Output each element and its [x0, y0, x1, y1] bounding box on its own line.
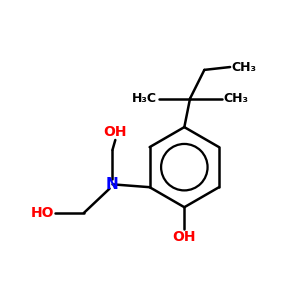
Text: HO: HO — [30, 206, 54, 220]
Text: N: N — [106, 177, 119, 192]
Text: CH₃: CH₃ — [232, 61, 256, 74]
Text: OH: OH — [172, 230, 196, 244]
Text: OH: OH — [103, 124, 127, 139]
Text: CH₃: CH₃ — [223, 92, 248, 105]
Text: H₃C: H₃C — [132, 92, 157, 105]
